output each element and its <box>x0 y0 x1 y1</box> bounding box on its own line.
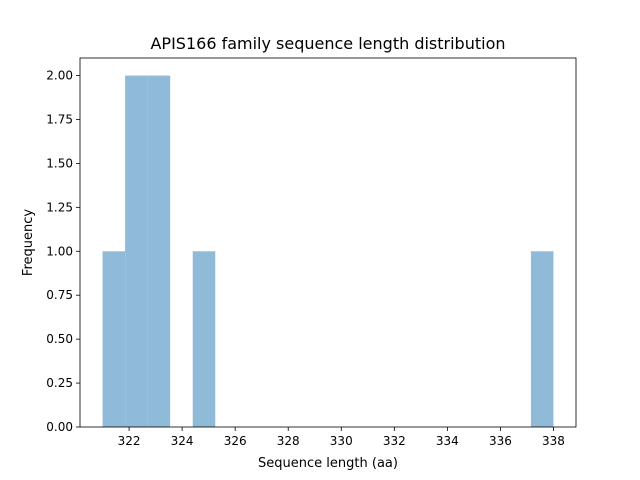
y-tick-label: 1.25 <box>46 200 73 214</box>
x-axis-label: Sequence length (aa) <box>258 456 398 471</box>
x-tick-label: 324 <box>171 434 194 448</box>
histogram-bar <box>192 251 216 427</box>
y-tick-label: 0.50 <box>46 332 73 346</box>
y-tick-label: 2.00 <box>46 69 73 83</box>
chart-title: APIS166 family sequence length distribut… <box>150 34 505 53</box>
y-tick-label: 1.50 <box>46 156 73 170</box>
x-tick-label: 330 <box>330 434 353 448</box>
x-tick-label: 338 <box>542 434 565 448</box>
histogram-bar <box>125 75 148 428</box>
histogram-bar <box>530 251 554 427</box>
y-tick-label: 1.00 <box>46 244 73 258</box>
x-tick-label: 326 <box>224 434 247 448</box>
histogram-bar <box>102 251 126 427</box>
x-tick-label: 336 <box>489 434 512 448</box>
y-tick-label: 0.25 <box>46 376 73 390</box>
x-tick-label: 332 <box>383 434 406 448</box>
histogram-bar <box>147 75 171 428</box>
axes-frame <box>79 57 577 428</box>
y-tick-label: 0.00 <box>46 420 73 434</box>
x-tick-label: 334 <box>436 434 459 448</box>
y-axis-label: Frequency <box>21 209 36 276</box>
x-tick-label: 328 <box>277 434 300 448</box>
x-tick-label: 322 <box>118 434 141 448</box>
y-tick-label: 1.75 <box>46 113 73 127</box>
y-tick-label: 0.75 <box>46 288 73 302</box>
